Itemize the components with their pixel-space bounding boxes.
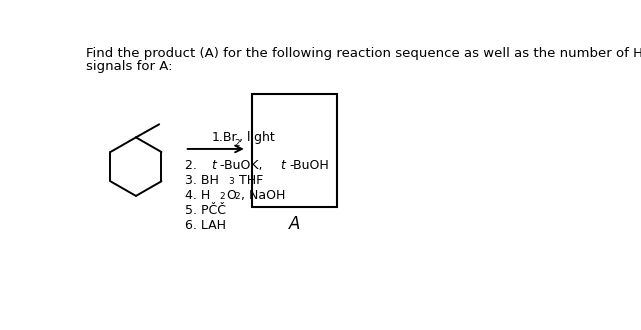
Text: O: O: [226, 189, 236, 202]
Text: 2.: 2.: [185, 159, 201, 172]
Text: 6. LAH: 6. LAH: [185, 219, 226, 232]
Text: 4. H: 4. H: [185, 189, 210, 202]
Text: 3. BH: 3. BH: [185, 174, 219, 187]
Text: , NaOH: , NaOH: [241, 189, 285, 202]
Text: -BuOK,: -BuOK,: [220, 159, 266, 172]
Text: , light: , light: [239, 131, 275, 144]
Text: 3: 3: [228, 178, 234, 186]
Text: THF: THF: [235, 174, 263, 187]
Text: 5. PČČ: 5. PČČ: [185, 204, 226, 217]
Text: signals for A:: signals for A:: [87, 60, 173, 73]
Text: A: A: [289, 215, 301, 233]
Bar: [252, 93, 337, 208]
Text: 2: 2: [235, 139, 240, 148]
Text: 2: 2: [235, 192, 240, 201]
Text: t: t: [281, 159, 285, 172]
Text: t: t: [211, 159, 216, 172]
Text: 2: 2: [220, 192, 225, 201]
Text: Find the product (A) for the following reaction sequence as well as the number o: Find the product (A) for the following r…: [87, 47, 641, 60]
Text: -BuOH: -BuOH: [289, 159, 329, 172]
Text: 1.Br: 1.Br: [212, 131, 238, 144]
